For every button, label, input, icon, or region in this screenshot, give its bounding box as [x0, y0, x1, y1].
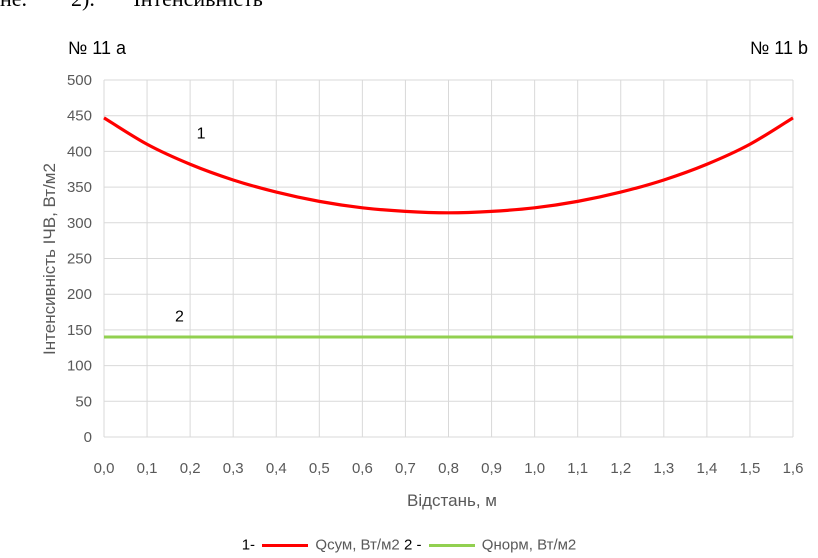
- y-tick-label: 400: [67, 143, 92, 160]
- y-tick-label: 250: [67, 251, 92, 268]
- x-axis-ticks: 0,0 0,1 0,2 0,3 0,4 0,5 0,6 0,7 0,8 0,9 1,0 1,1 1,2 1…: [94, 460, 804, 477]
- y-tick-label: 0: [84, 429, 92, 446]
- y-axis-title: Інтенсивність ІЧВ, Вт/м2: [40, 163, 59, 355]
- y-tick-label: 350: [67, 179, 92, 196]
- x-tick-label: 1,6: [783, 460, 804, 477]
- x-tick-label: 0,0: [94, 460, 115, 477]
- x-tick-label: 1,4: [696, 460, 717, 477]
- x-tick-label: 0,4: [266, 460, 287, 477]
- x-tick-label: 0,7: [395, 460, 416, 477]
- y-tick-label: 450: [67, 108, 92, 125]
- legend-label-qnorm: Qнорм, Вт/м2: [481, 536, 577, 554]
- x-tick-label: 1,5: [740, 460, 761, 477]
- y-tick-label: 200: [67, 286, 92, 303]
- legend-prefix-1: 1-: [241, 536, 256, 554]
- y-tick-label: 150: [67, 322, 92, 339]
- x-tick-label: 1,1: [567, 460, 588, 477]
- chart-label-left: № 11 a: [68, 38, 127, 58]
- legend-swatch-qnorm: [428, 543, 475, 547]
- header-text-fragment: не. 2). Інтенсивність: [0, 0, 263, 12]
- y-tick-label: 300: [67, 215, 92, 232]
- x-tick-label: 0,5: [309, 460, 330, 477]
- x-tick-label: 1,3: [653, 460, 674, 477]
- x-tick-label: 0,1: [137, 460, 158, 477]
- series-annotation-2: 2: [175, 308, 184, 325]
- series-line-qsum: [103, 116, 794, 215]
- chart-grid: [103, 79, 794, 438]
- series-annotations: 12: [175, 126, 206, 326]
- x-tick-label: 0,3: [223, 460, 244, 477]
- x-tick-label: 0,8: [438, 460, 459, 477]
- line-chart: 0 50 100 150 200 250 300 350 400 450 500 0,0 0,1 0,2…: [40, 72, 804, 510]
- y-tick-label: 50: [75, 393, 92, 410]
- x-tick-label: 1,2: [610, 460, 631, 477]
- x-tick-label: 0,9: [481, 460, 502, 477]
- x-tick-label: 0,2: [180, 460, 201, 477]
- chart-legend: 1- Qсум, Вт/м2 2 - Qнорм, Вт/м2: [0, 536, 818, 554]
- legend-swatch-qsum: [262, 543, 309, 547]
- series-annotation-1: 1: [197, 126, 206, 143]
- y-tick-label: 500: [67, 72, 92, 89]
- y-axis-ticks: 0 50 100 150 200 250 300 350 400 450 500: [67, 72, 92, 446]
- legend-label-qsum: Qсум, Вт/м2: [315, 536, 400, 554]
- x-tick-label: 0,6: [352, 460, 373, 477]
- x-axis-title: Відстань, м: [407, 491, 497, 510]
- chart-series: [103, 116, 794, 339]
- y-tick-label: 100: [67, 358, 92, 375]
- chart-label-right: № 11 b: [749, 38, 808, 58]
- x-tick-label: 1,0: [524, 460, 545, 477]
- legend-prefix-2: 2 -: [403, 536, 422, 554]
